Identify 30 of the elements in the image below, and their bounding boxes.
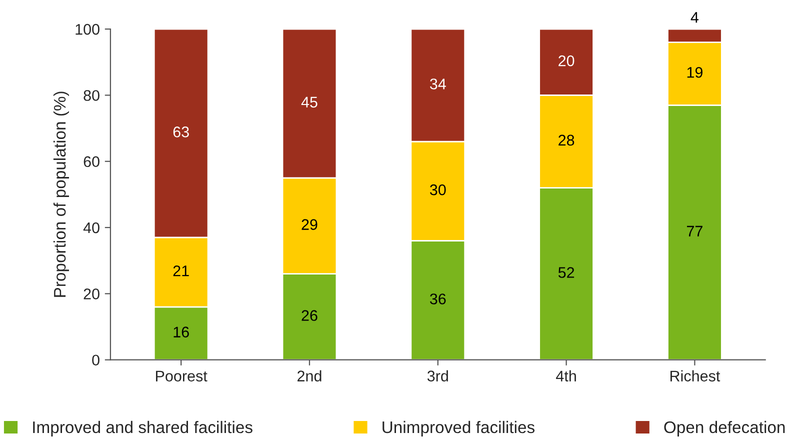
x-tick-label: 3rd (427, 370, 448, 382)
x-tick-label: Richest (670, 370, 720, 382)
x-tick-label: 2nd (298, 370, 322, 382)
data-label: 16 (174, 326, 189, 338)
data-label: 36 (430, 294, 446, 304)
data-label: 19 (687, 66, 702, 78)
data-label: 63 (173, 126, 189, 138)
y-tick-label: 60 (84, 156, 100, 168)
data-label: 21 (173, 265, 189, 276)
data-label: 30 (430, 184, 446, 196)
y-tick-label: 0 (92, 354, 100, 366)
data-label: 45 (301, 96, 318, 108)
legend-label: Improved and shared facilities (33, 420, 252, 436)
y-tick-label: 100 (76, 24, 100, 35)
legend-label: Open defecation (664, 420, 785, 436)
y-tick-label: 80 (84, 90, 100, 101)
data-label: 4 (690, 12, 699, 23)
data-label: 52 (558, 267, 574, 278)
legend-label: Unimproved facilities (382, 420, 534, 436)
y-tick-label: 20 (84, 288, 100, 300)
y-tick-label: 40 (83, 222, 100, 234)
y-axis-title: Proportion of population (%) (53, 92, 69, 297)
data-label: 29 (302, 219, 318, 230)
data-label: 28 (558, 134, 574, 146)
x-tick-label: 4th (556, 370, 576, 382)
data-label: 77 (686, 226, 702, 236)
data-label: 26 (302, 310, 318, 321)
data-label: 20 (558, 55, 574, 66)
x-tick-label: Poorest (156, 370, 208, 382)
data-label: 34 (430, 78, 446, 90)
